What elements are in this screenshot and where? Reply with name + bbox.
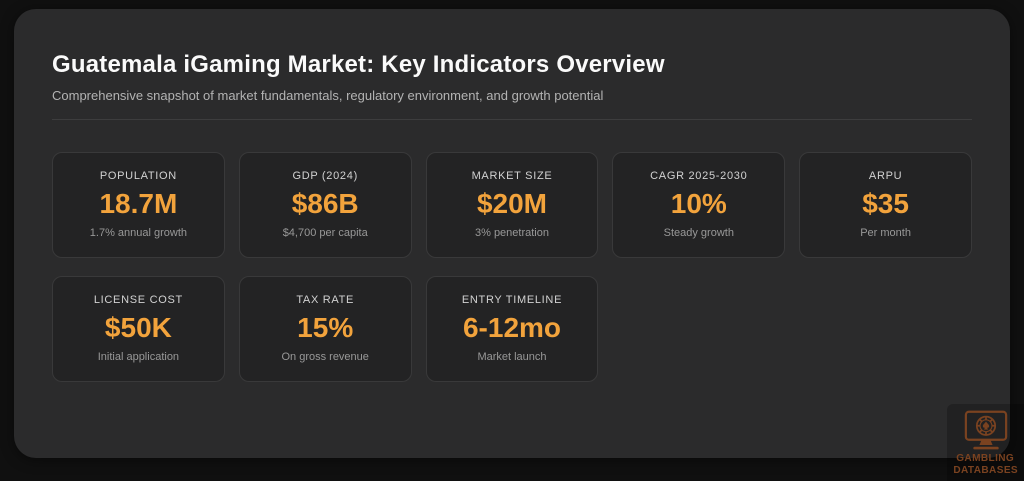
indicator-card-license-cost: LICENSE COST $50K Initial application	[52, 275, 225, 382]
card-subtext: On gross revenue	[281, 351, 369, 364]
card-subtext: Per month	[860, 227, 911, 240]
card-value: 15%	[297, 312, 354, 344]
card-value: 18.7M	[99, 188, 178, 220]
card-subtext: Initial application	[97, 351, 180, 364]
watermark-line1: GAMBLING	[956, 452, 1015, 464]
card-subtext: 1.7% annual growth	[89, 227, 188, 240]
card-value: 6-12mo	[462, 312, 562, 344]
card-label: CAGR 2025-2030	[650, 170, 748, 183]
page-subtitle: Comprehensive snapshot of market fundame…	[52, 87, 604, 103]
card-subtext: Steady growth	[663, 227, 734, 240]
indicator-card-tax-rate: TAX RATE 15% On gross revenue	[238, 275, 412, 382]
gambling-databases-watermark: GAMBLING DATABASES	[947, 404, 1024, 481]
card-label: POPULATION	[99, 170, 177, 183]
header: Guatemala iGaming Market: Key Indicators…	[14, 9, 1010, 103]
indicator-card-population: POPULATION 18.7M 1.7% annual growth	[52, 151, 225, 258]
card-value: $50K	[104, 312, 172, 344]
indicator-card-entry-timeline: ENTRY TIMELINE 6-12mo Market launch	[425, 275, 599, 382]
card-value: $86B	[291, 188, 359, 220]
card-label: LICENSE COST	[93, 294, 183, 307]
card-subtext: $4,700 per capita	[282, 227, 368, 240]
card-label: ARPU	[868, 170, 903, 183]
page-title: Guatemala iGaming Market: Key Indicators…	[52, 51, 665, 78]
card-label: TAX RATE	[296, 294, 355, 307]
monitor-poker-chip-icon	[964, 410, 1007, 450]
indicator-grid: POPULATION 18.7M 1.7% annual growth GDP …	[52, 151, 972, 382]
overview-panel: Guatemala iGaming Market: Key Indicators…	[14, 9, 1010, 458]
card-value: $35	[862, 188, 909, 220]
header-divider	[52, 118, 972, 120]
card-subtext: 3% penetration	[474, 227, 549, 240]
card-label: ENTRY TIMELINE	[461, 294, 563, 307]
card-value: 10%	[670, 188, 727, 220]
card-label: GDP (2024)	[292, 170, 358, 183]
indicator-card-gdp: GDP (2024) $86B $4,700 per capita	[238, 151, 412, 258]
indicator-card-cagr: CAGR 2025-2030 10% Steady growth	[612, 151, 786, 258]
card-subtext: Market launch	[477, 351, 547, 364]
card-label: MARKET SIZE	[471, 170, 553, 183]
watermark-line2: DATABASES	[953, 463, 1018, 476]
indicator-card-market-size: MARKET SIZE $20M 3% penetration	[425, 151, 599, 258]
card-value: $20M	[476, 188, 548, 220]
indicator-card-arpu: ARPU $35 Per month	[799, 151, 972, 258]
